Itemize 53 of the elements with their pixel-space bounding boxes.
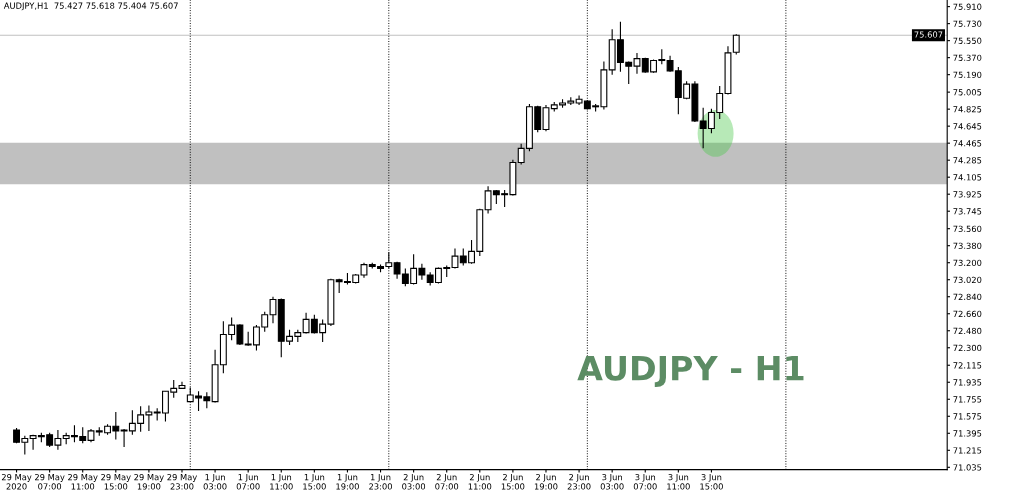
x-tick-label: 2 Jun 19:00 bbox=[534, 473, 558, 490]
y-tick-label: 73.200 bbox=[953, 259, 982, 266]
y-tick-label: 71.575 bbox=[953, 413, 982, 420]
y-tick-label: 75.370 bbox=[953, 54, 982, 61]
x-tick-label: 2 Jun 11:00 bbox=[468, 473, 492, 490]
y-tick-label: 75.730 bbox=[953, 20, 982, 27]
y-tick-label: 72.660 bbox=[953, 310, 982, 318]
y-tick-label: 73.020 bbox=[953, 276, 982, 283]
y-tick-label: 73.925 bbox=[953, 191, 982, 198]
y-tick-label: 74.465 bbox=[953, 140, 982, 147]
x-tick-label: 29 May 15:00 bbox=[101, 473, 131, 490]
x-tick-label: 1 Jun 03:00 bbox=[203, 474, 227, 490]
x-tick-label: 1 Jun 11:00 bbox=[270, 474, 293, 490]
y-tick-label: 75.550 bbox=[953, 37, 982, 44]
y-tick-label: 74.285 bbox=[953, 157, 982, 164]
y-tick-label: 71.935 bbox=[953, 379, 982, 386]
chart-title: AUDJPY,H1 75.427 75.618 75.404 75.607 bbox=[3, 2, 178, 11]
y-tick-label: 75.005 bbox=[953, 89, 982, 96]
y-tick-label: 74.105 bbox=[953, 174, 982, 181]
y-tick-label: 73.560 bbox=[953, 225, 982, 232]
y-tick-label: 72.480 bbox=[953, 327, 982, 335]
x-tick-label: 3 Jun 11:00 bbox=[667, 473, 690, 490]
x-tick-label: 2 Jun 07:00 bbox=[435, 473, 459, 490]
y-tick-label: 72.840 bbox=[953, 293, 982, 301]
y-tick-label: 73.745 bbox=[953, 208, 982, 215]
y-tick-label: 71.215 bbox=[953, 447, 982, 454]
x-tick-label: 29 May 2020 bbox=[1, 473, 32, 490]
x-tick-label: 29 May 19:00 bbox=[134, 473, 164, 490]
y-tick-label: 71.755 bbox=[953, 396, 982, 403]
x-tick-label: 1 Jun 07:00 bbox=[236, 474, 260, 490]
y-tick-label: 72.300 bbox=[953, 344, 982, 352]
ref-line-label: 75.607 bbox=[914, 31, 943, 38]
y-tick-label: 72.115 bbox=[953, 362, 982, 369]
y-tick-label: 75.910 bbox=[953, 3, 982, 10]
y-tick-label: 73.380 bbox=[953, 242, 982, 249]
x-tick-label: 3 Jun 15:00 bbox=[700, 473, 723, 490]
y-tick-label: 74.645 bbox=[953, 123, 982, 130]
x-tick-label: 1 Jun 15:00 bbox=[303, 474, 326, 490]
x-tick-label: 3 Jun 07:00 bbox=[633, 473, 657, 490]
x-tick-label: 2 Jun 15:00 bbox=[501, 473, 525, 490]
annotation: AUDJPY - H1 bbox=[577, 355, 804, 387]
x-tick-label: 29 May 23:00 bbox=[167, 473, 197, 490]
y-tick-label: 71.035 bbox=[953, 464, 982, 471]
y-tick-label: 75.190 bbox=[953, 71, 982, 78]
x-tick-label: 1 Jun 23:00 bbox=[369, 474, 392, 490]
y-tick-label: 71.395 bbox=[953, 430, 982, 437]
y-tick-label: 74.825 bbox=[953, 106, 982, 113]
x-tick-label: 1 Jun 19:00 bbox=[336, 474, 359, 490]
x-tick-label: 3 Jun 03:00 bbox=[600, 473, 624, 490]
x-tick-label: 2 Jun 23:00 bbox=[567, 473, 591, 490]
x-tick-label: 29 May 11:00 bbox=[68, 473, 98, 490]
x-tick-label: 29 May 07:00 bbox=[35, 473, 65, 490]
x-tick-label: 2 Jun 03:00 bbox=[402, 473, 426, 490]
